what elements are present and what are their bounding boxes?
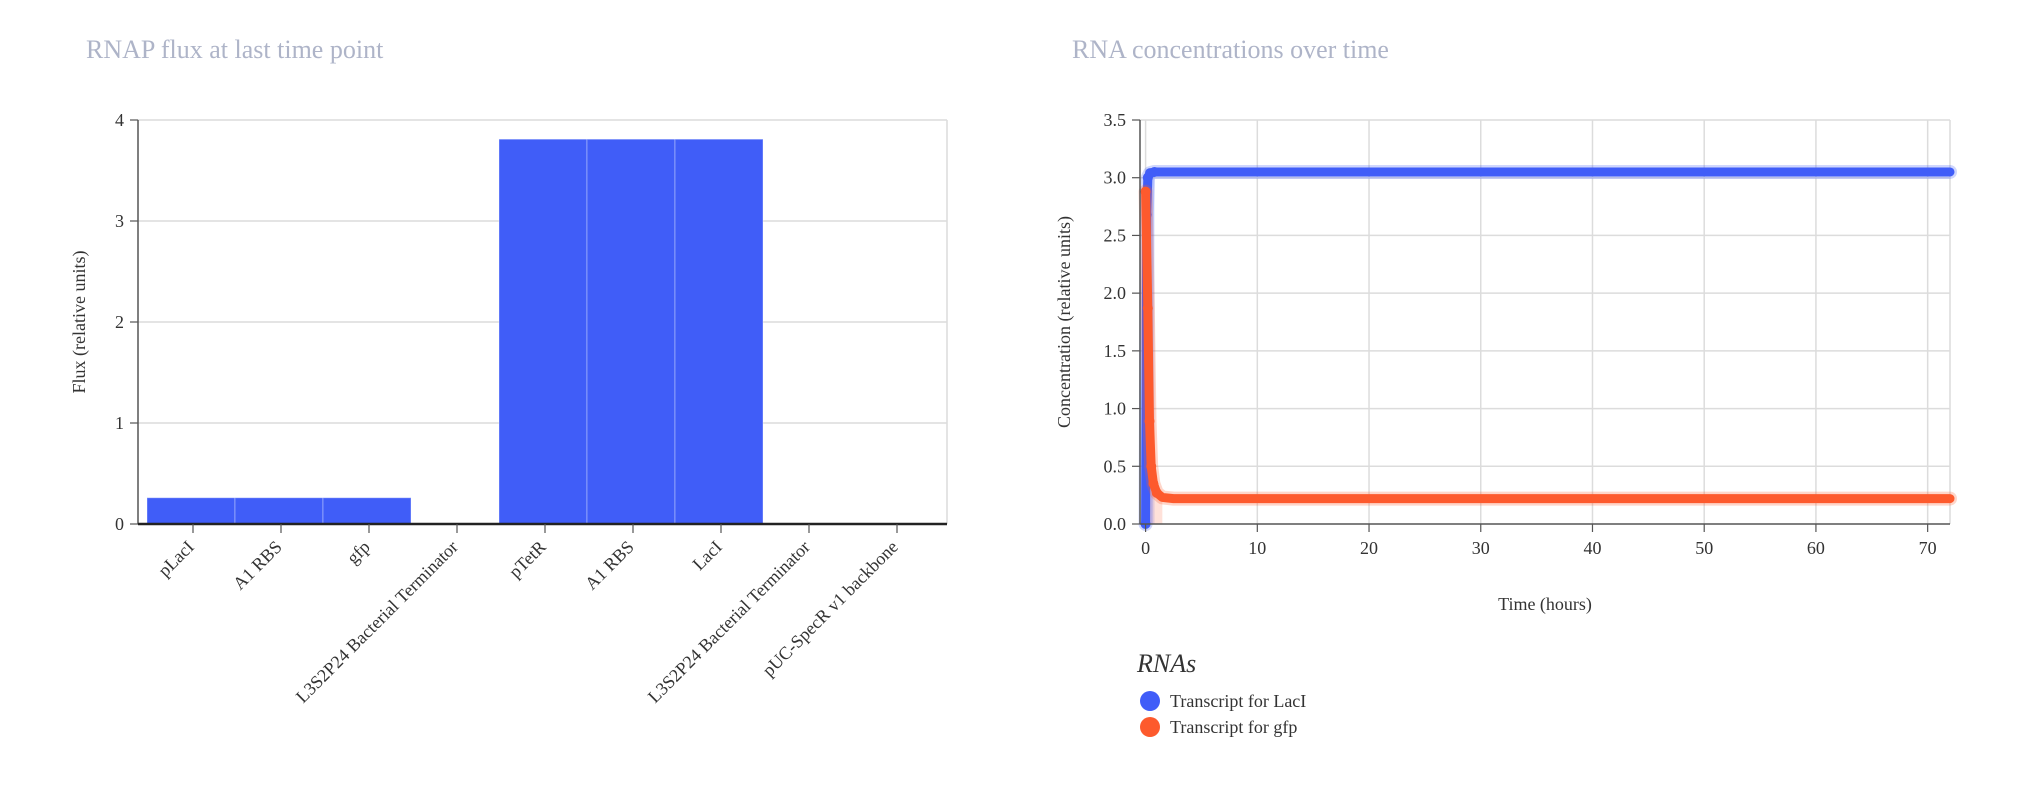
bar-y-tick-label: 4 bbox=[115, 110, 124, 130]
scatter-y-tick-label: 2.0 bbox=[1104, 283, 1127, 303]
scatter-y-tick-label: 3.0 bbox=[1104, 168, 1127, 188]
scatter-gridlines bbox=[1140, 119, 1951, 524]
scatter-y-axis-title: Concentration (relative units) bbox=[1054, 216, 1075, 428]
scatter-x-axis-title: Time (hours) bbox=[1498, 594, 1592, 615]
legend-swatch bbox=[1140, 717, 1160, 737]
data-point bbox=[1142, 303, 1153, 314]
scatter-series bbox=[1138, 164, 1957, 531]
scatter-y-tick-label: 0.5 bbox=[1104, 456, 1127, 476]
bar-x-tick-label: gfp bbox=[343, 537, 374, 568]
bar-y-tick-label: 1 bbox=[115, 413, 124, 433]
data-point bbox=[1148, 478, 1159, 489]
bar-y-tick-label: 0 bbox=[115, 514, 124, 534]
legend-label: Transcript for LacI bbox=[1170, 691, 1306, 711]
bar-chart-title: RNAP flux at last time point bbox=[86, 35, 384, 64]
scatter-x-tick-label: 50 bbox=[1695, 538, 1713, 558]
bar-y-tick-label: 3 bbox=[115, 211, 124, 231]
bar bbox=[146, 497, 236, 525]
bar bbox=[586, 138, 676, 525]
scatter-x-tick-label: 0 bbox=[1141, 538, 1150, 558]
bar-x-tick-label: L3S2P24 Bacterial Terminator bbox=[292, 537, 462, 707]
legend-swatch bbox=[1140, 691, 1160, 711]
bar-y-ticks: 0 1 2 3 4 bbox=[115, 110, 138, 534]
bar-x-tick-label: A1 RBS bbox=[581, 537, 638, 594]
scatter-y-tick-label: 3.5 bbox=[1104, 110, 1127, 130]
scatter-x-tick-label: 10 bbox=[1248, 538, 1266, 558]
scatter-y-tick-label: 1.0 bbox=[1104, 399, 1127, 419]
scatter-x-tick-label: 60 bbox=[1807, 538, 1825, 558]
legend: RNAs Transcript for LacI Transcript for g… bbox=[1136, 649, 1306, 737]
bar-y-tick-label: 2 bbox=[115, 312, 124, 332]
scatter-x-ticks: 0 10 20 30 40 50 60 70 bbox=[1141, 524, 1937, 558]
scatter-x-tick-label: 20 bbox=[1360, 538, 1378, 558]
scatter-axes bbox=[1139, 120, 1950, 525]
scatter-y-ticks: 0.0 0.5 1.0 1.5 2.0 2.5 3.0 3.5 bbox=[1104, 110, 1140, 534]
scatter-x-tick-label: 30 bbox=[1472, 538, 1490, 558]
data-point bbox=[1140, 186, 1151, 197]
bar bbox=[322, 497, 412, 525]
bar-x-tick-label: LacI bbox=[688, 537, 725, 574]
bar-x-tick-label: pTetR bbox=[505, 537, 550, 582]
series-glow bbox=[1138, 164, 1957, 531]
data-point bbox=[1151, 487, 1162, 498]
series-line bbox=[1141, 187, 1955, 504]
bar-x-tick-label: A1 RBS bbox=[229, 537, 286, 594]
scatter-x-tick-label: 40 bbox=[1583, 538, 1601, 558]
bar-marks bbox=[146, 138, 764, 525]
scatter-x-tick-label: 70 bbox=[1919, 538, 1937, 558]
bar bbox=[674, 138, 764, 525]
flux-bar-chart: RNAP flux at last time point 0 1 2 3 4 pLacI… bbox=[69, 35, 948, 707]
rna-concentration-chart: RNA concentrations over time 0.0 0.5 1.0 1.… bbox=[1054, 35, 1957, 737]
scatter-y-tick-label: 2.5 bbox=[1104, 225, 1127, 245]
series-line bbox=[1141, 167, 1955, 529]
scatter-y-tick-label: 1.5 bbox=[1104, 341, 1127, 361]
legend-title: RNAs bbox=[1136, 649, 1196, 678]
data-point bbox=[1149, 166, 1160, 177]
series-glow bbox=[1138, 184, 1957, 506]
bar bbox=[234, 497, 324, 525]
bar bbox=[498, 138, 588, 525]
data-point bbox=[1146, 461, 1157, 472]
scatter-chart-title: RNA concentrations over time bbox=[1072, 35, 1389, 64]
data-point bbox=[1144, 416, 1155, 427]
legend-label: Transcript for gfp bbox=[1170, 717, 1297, 737]
bar-x-tick-label: L3S2P24 Bacterial Terminator bbox=[644, 537, 814, 707]
bar-y-axis-title: Flux (relative units) bbox=[69, 251, 90, 394]
bar-x-tick-label: pLacI bbox=[154, 537, 198, 581]
legend-items: Transcript for LacI Transcript for gfp bbox=[1140, 691, 1306, 737]
scatter-y-tick-label: 0.0 bbox=[1104, 514, 1127, 534]
